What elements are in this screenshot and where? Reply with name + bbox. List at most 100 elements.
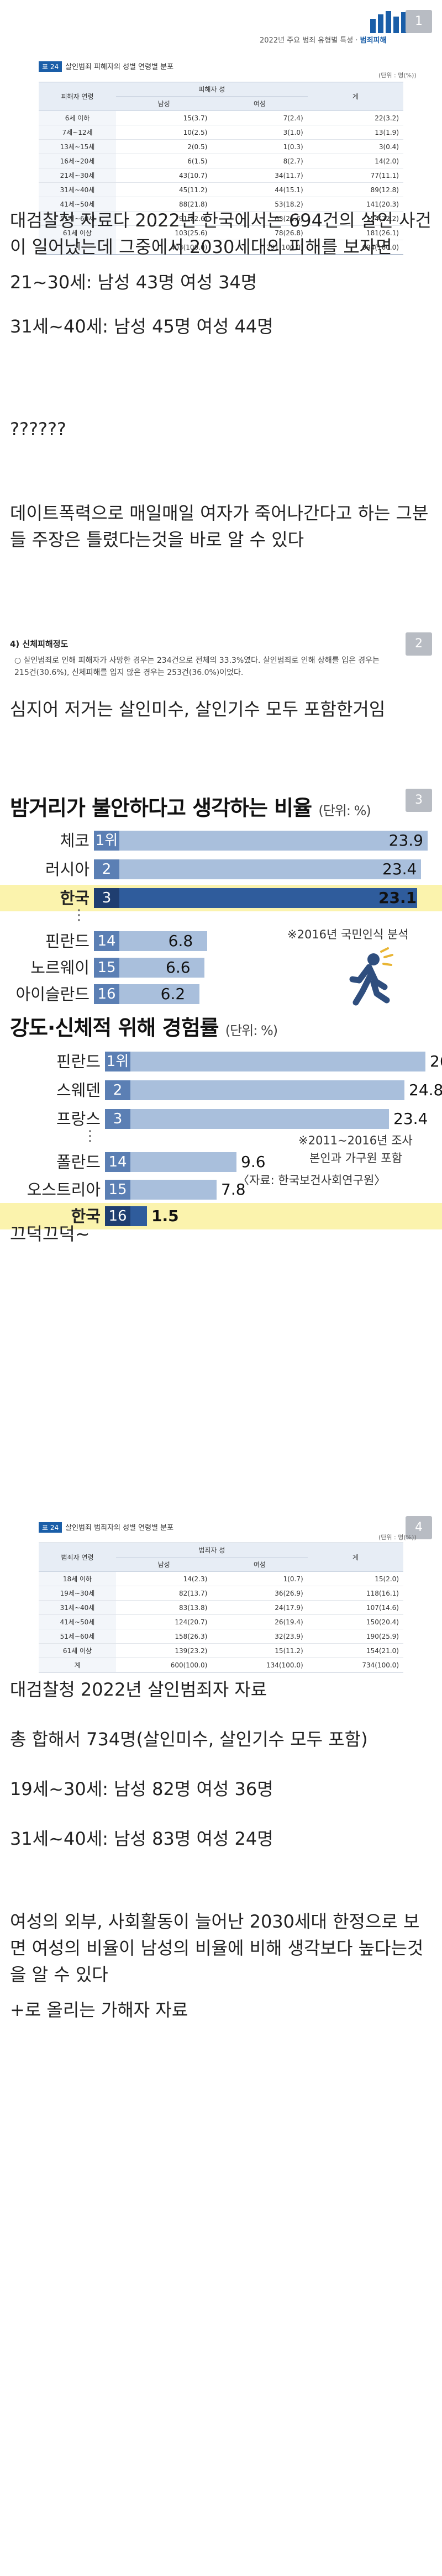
chart1-note: ※2016년 국민인식 분석 [287,928,409,941]
table-cell: 44(15.1) [212,182,308,197]
bar-value-label: 9.6 [241,1153,266,1171]
table-title-text: 살인범죄 범죄자의 성별 연령별 분포 [65,1524,174,1532]
rank-badge: 14 [105,1152,130,1172]
chart2-unit: (단위: %) [225,1023,278,1038]
table-cell: 181(26.1) [307,225,403,240]
table-cell: 13(1.9) [307,125,403,140]
post-paragraph: 심지어 저거는 살인미수, 살인기수 모두 포함한거임 [10,699,386,720]
row-label-cell: 41세~50세 [39,1614,116,1629]
table-row: 51세~60세 158(26.3) 32(23.9) 190(25.9) [39,1629,403,1644]
section-body: ○ 살인범죄로 인해 피해자가 사망한 경우는 234건으로 전체의 33.3%… [14,656,380,677]
col-header-male: 남성 [116,96,212,111]
col-header-age: 범죄자 연령 [39,1543,116,1572]
row-label-cell: 계 [39,1657,116,1672]
table-cell: 91(22.6) [116,211,212,226]
table-cell: 88(21.8) [116,197,212,212]
table-cell: 1(0.3) [212,139,308,154]
rank-badge: 15 [105,1180,130,1200]
chart2-source: 〈자료: 한국보건사회연구원〉 [238,1174,386,1187]
country-label: 노르웨이 [30,958,90,977]
row-label-cell: 18세 이하 [39,1571,116,1586]
country-label: 오스트리아 [27,1180,101,1199]
post-paragraph: 총 합해서 734명(살인미수, 살인기수 모두 포함) [10,1729,368,1750]
table-cell: 36(26.9) [212,1586,308,1601]
bar [119,888,417,908]
table-cell: 6(1.5) [116,154,212,168]
table-cell: 89(12.8) [307,182,403,197]
table-tag: 표 24 [39,61,62,72]
table-row: 61세 이상 139(23.2) 15(11.2) 154(21.0) [39,1643,403,1658]
table-cell: 124(20.7) [116,1614,212,1629]
bar [130,1080,404,1100]
chart2-bars: 핀란드1위26.7스웨덴224.8프랑스323.4폴란드149.6오스트리아15… [0,779,442,1229]
image-number-badge: 2 [406,632,432,656]
table-cell: 15(2.0) [307,1571,403,1586]
row-label-cell: 6세 이하 [39,110,116,125]
table-cell: 8(2.7) [212,154,308,168]
table-row: 계 403(100.0) 291(100.0) 694(100.0) [39,240,403,255]
table-cell: 34(11.7) [212,168,308,183]
post-paragraph: 데이트폭력으로 매일매일 여자가 죽어나간다고 하는 그분들 주장은 틀렸다는것… [10,503,429,550]
image-number-badge: 3 [406,789,432,812]
row-label-cell: 16세~20세 [39,154,116,168]
highlight-row [0,1203,442,1229]
image-number-badge: 4 [406,1516,432,1539]
table-cell: 139(23.2) [116,1643,212,1658]
table-cell: 43(10.7) [116,168,212,183]
chart2-title-text: 강도·신체적 위해 경험률 [10,1016,219,1040]
table-cell: 694(100.0) [307,240,403,255]
table-title-text: 살인범죄 피해자의 성별 연령별 분포 [65,63,174,71]
bar-value-label: 6.8 [168,932,193,950]
table-cell: 83(13.8) [116,1600,212,1615]
bar-value-label: 26.7 [430,1052,442,1070]
chart2-note: 본인과 가구원 포함 [309,1152,402,1165]
bar [119,958,204,978]
bar [130,1152,236,1172]
table-cell: 7(2.4) [212,110,308,125]
ellipsis-mark: ⋮ [83,1128,97,1144]
table-cell: 14(2.0) [307,154,403,168]
post-paragraph: 여성의 외부, 사회활동이 늘어난 2030세대 한정으로 보면 여성의 비율이… [10,1911,424,1985]
row-label-cell: 61세 이상 [39,1643,116,1658]
country-label: 폴란드 [56,1153,101,1171]
bar [130,1180,217,1200]
country-label: 핀란드 [45,932,90,951]
table-row: 18세 이하 14(2.3) 1(0.7) 15(2.0) [39,1571,403,1586]
post-paragraph: 31세~40세: 남성 83명 여성 24명 [10,1828,273,1849]
table-cell: 24(17.9) [212,1600,308,1615]
table-row: 7세~12세 10(2.5) 3(1.0) 13(1.9) [39,125,403,140]
table-cell: 15(11.2) [212,1643,308,1658]
col-header-male: 남성 [116,1557,212,1572]
table-cell: 107(14.6) [307,1600,403,1615]
col-header-age: 피해자 연령 [39,82,116,111]
chart2-title: 강도·신체적 위해 경험률 (단위: %) [10,1011,278,1041]
bar-value-label: 23.4 [382,860,417,878]
table-row: 41세~50세 88(21.8) 53(18.2) 141(20.3) [39,197,403,212]
table-unit: (단위 : 명(%)) [378,72,417,79]
chart1-bars: 체코 1위 23.9 러시아 2 23.4 한국 3 23.1 핀란드 14 6.8 노르웨이 15 6.6… [0,779,442,1004]
table-title: 표 24 살인범죄 피해자의 성별 연령별 분포 [39,61,173,72]
row-label-cell: 19세~30세 [39,1586,116,1601]
post-paragraph: 끄덕끄덕~ [10,1223,90,1244]
country-label: 체코 [60,831,90,850]
bar [119,984,199,1004]
table-row: 61세 이상 103(25.6) 78(26.8) 181(26.1) [39,225,403,240]
col-header-female: 여성 [212,1557,308,1572]
row-label-cell: 7세~12세 [39,125,116,140]
row-label-cell: 31세~40세 [39,1600,116,1615]
country-label: 스웨덴 [56,1081,101,1100]
table-row: 51세~60세 91(22.6) 63(21.6) 154(22.2) [39,211,403,226]
offender-table: 범죄자 연령 범죄자 성 계 남성 여성 18세 이하 14(2.3) 1(0.7)… [39,1543,403,1672]
post-paragraph: 대검찰청 자료다 2022년 한국에서는 694건의 살인 사건이 일어났는데 … [10,210,432,257]
col-header-total: 계 [307,1543,403,1572]
chart1-title: 밤거리가 불안하다고 생각하는 비율 (단위: %) [10,791,371,821]
col-header-female: 여성 [212,96,308,111]
rank-badge: 1위 [105,1052,130,1071]
bar-value-label: 24.8 [409,1081,442,1099]
table-cell: 118(16.1) [307,1586,403,1601]
table-cell: 734(100.0) [307,1657,403,1672]
col-header-sex: 피해자 성 [116,82,308,97]
report-header-strong: 범죄피해 [360,36,387,45]
running-person-icon [349,947,393,1006]
row-label-cell: 51세~60세 [39,211,116,226]
